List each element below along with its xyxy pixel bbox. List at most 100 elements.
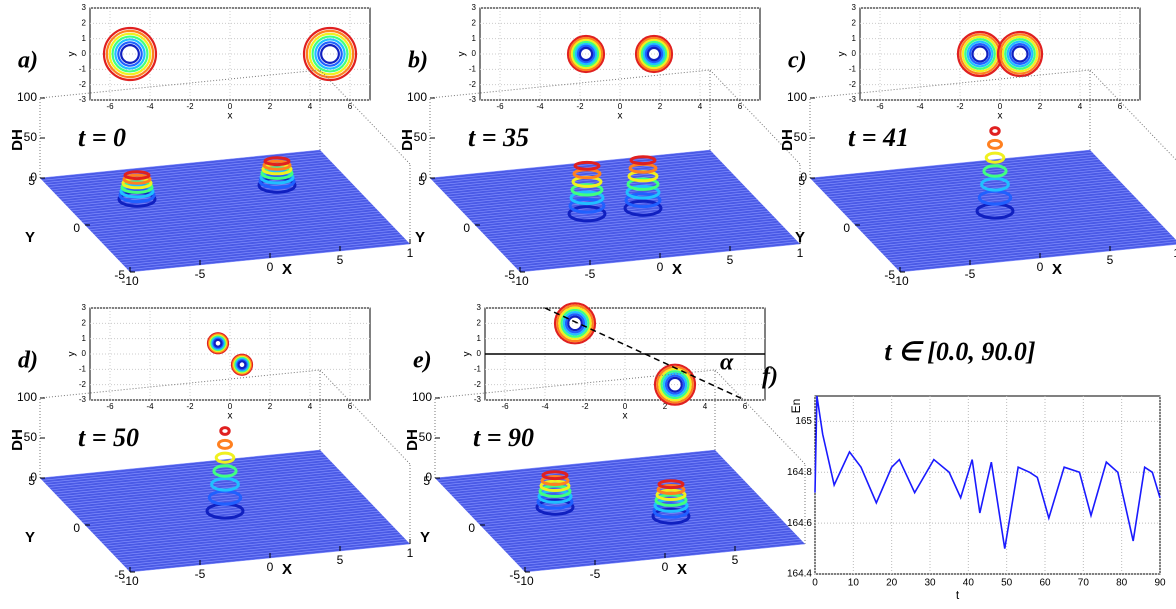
x-label: X: [282, 261, 292, 278]
x-tick-label: -10: [516, 574, 534, 588]
y-tick-label: 164.4: [787, 569, 812, 580]
time-label: t = 41: [848, 123, 909, 152]
inset-x-tick: 2: [658, 102, 663, 111]
panel-label: b): [408, 48, 428, 74]
inset-x-tick: -4: [541, 402, 549, 411]
inset-y-label: y: [837, 52, 848, 57]
x-tick-label: -5: [590, 567, 601, 581]
inset-y-tick: -1: [79, 64, 87, 73]
inset-y-tick: -3: [79, 395, 87, 404]
inset-y-tick: -3: [474, 395, 482, 404]
x-tick-label: 60: [1039, 578, 1051, 589]
inset-x-tick: -4: [146, 402, 154, 411]
inset-y-tick: 0: [852, 49, 857, 58]
time-label: t = 35: [468, 123, 529, 152]
inset-x-tick: -2: [956, 102, 964, 111]
inset-x-tick: -6: [501, 402, 509, 411]
inset-x-tick: -6: [496, 102, 504, 111]
inset-y-tick: 1: [472, 34, 477, 43]
z-tick-label: 100: [17, 390, 37, 404]
x-tick-label: 50: [1001, 578, 1013, 589]
x-tick-label: 5: [337, 553, 344, 567]
y-label: Y: [25, 529, 35, 546]
y-tick-label: 0: [468, 521, 475, 535]
inset-y-tick: -1: [469, 64, 477, 73]
inset-x-tick: -6: [106, 402, 114, 411]
time-label: t = 50: [78, 423, 139, 452]
inset-y-tick: -3: [469, 95, 477, 104]
inset-x-label: x: [998, 111, 1003, 122]
inset-x-tick: -2: [186, 102, 194, 111]
x-tick-label: 90: [1154, 578, 1166, 589]
inset-y-label: y: [67, 352, 78, 357]
y-label: Y: [25, 229, 35, 246]
surface-peak: [989, 140, 1002, 148]
panel-label: c): [788, 48, 807, 74]
inset-y-tick: -2: [474, 380, 482, 389]
inset-x-tick: 4: [703, 402, 708, 411]
z-label: DH: [9, 429, 26, 451]
z-tick-label: 100: [787, 90, 807, 104]
surface-peak: [221, 428, 229, 435]
inset-y-tick: -1: [849, 64, 857, 73]
inset-y-tick: 2: [852, 18, 857, 27]
x-tick-label: -10: [891, 274, 909, 288]
y-tick-label: 5: [423, 474, 430, 488]
x-tick-label: 40: [963, 578, 975, 589]
x-tick-label: 80: [1116, 578, 1128, 589]
y-label: Y: [420, 529, 430, 546]
y-label: Y: [795, 229, 805, 246]
surface-peak: [986, 153, 1004, 162]
inset-x-tick: -2: [576, 102, 584, 111]
inset-y-tick: -1: [79, 364, 87, 373]
inset-x-tick: 2: [1038, 102, 1043, 111]
inset-x-tick: -4: [146, 102, 154, 111]
inset-x-tick: 6: [348, 402, 353, 411]
chart-title: t ∈ [0.0, 90.0]: [884, 337, 1035, 366]
z-tick-label: 100: [412, 390, 432, 404]
y-tick-label: 164.8: [787, 467, 812, 478]
x-tick-label: 5: [1107, 253, 1114, 267]
inset-x-tick: -4: [916, 102, 924, 111]
inset-x-tick: -6: [876, 102, 884, 111]
y-tick-label: 0: [463, 221, 470, 235]
inset-y-tick: 3: [82, 3, 87, 12]
x-tick-label: 1: [797, 246, 804, 260]
x-tick-label: -5: [585, 267, 596, 281]
inset-x-label: x: [623, 411, 628, 422]
z-tick-label: 100: [407, 90, 427, 104]
inset-y-tick: -2: [79, 80, 87, 89]
inset-x-label: x: [618, 111, 623, 122]
inset-x-tick: -4: [536, 102, 544, 111]
y-tick-label: 164.6: [787, 518, 812, 529]
x-tick-label: 0: [267, 560, 274, 574]
z-label: DH: [779, 129, 796, 151]
inset-x-tick: 4: [308, 402, 313, 411]
panel-label: f): [762, 364, 778, 390]
panel-label: d): [18, 348, 38, 374]
figure: -6-4-20246-3-2-10123xya)050100DH50-5Y-10…: [0, 0, 1176, 604]
inset-x-tick: 4: [698, 102, 703, 111]
inset-y-tick: 3: [477, 303, 482, 312]
y-tick-label: 0: [843, 221, 850, 235]
time-label: t = 0: [78, 123, 126, 152]
x-tick-label: -5: [195, 567, 206, 581]
x-tick-label: 70: [1078, 578, 1090, 589]
inset-y-tick: -2: [849, 80, 857, 89]
y-tick-label: 0: [73, 521, 80, 535]
inset-x-tick: -2: [581, 402, 589, 411]
z-tick-label: 100: [17, 90, 37, 104]
inset-y-tick: 1: [852, 34, 857, 43]
x-tick-label: 0: [662, 560, 669, 574]
panel: -6-4-20246-3-2-10123xyc)050100DH50-5Y-10…: [779, 3, 1176, 288]
inset-x-tick: 4: [308, 102, 313, 111]
plot-frame: [815, 396, 1160, 574]
inset-y-tick: -1: [474, 364, 482, 373]
inset-y-tick: 1: [82, 334, 87, 343]
inset-y-label: y: [457, 52, 468, 57]
time-label: t = 90: [473, 423, 534, 452]
x-tick-label: 1: [407, 246, 414, 260]
inset-y-tick: 1: [477, 334, 482, 343]
x-tick-label: 5: [732, 553, 739, 567]
